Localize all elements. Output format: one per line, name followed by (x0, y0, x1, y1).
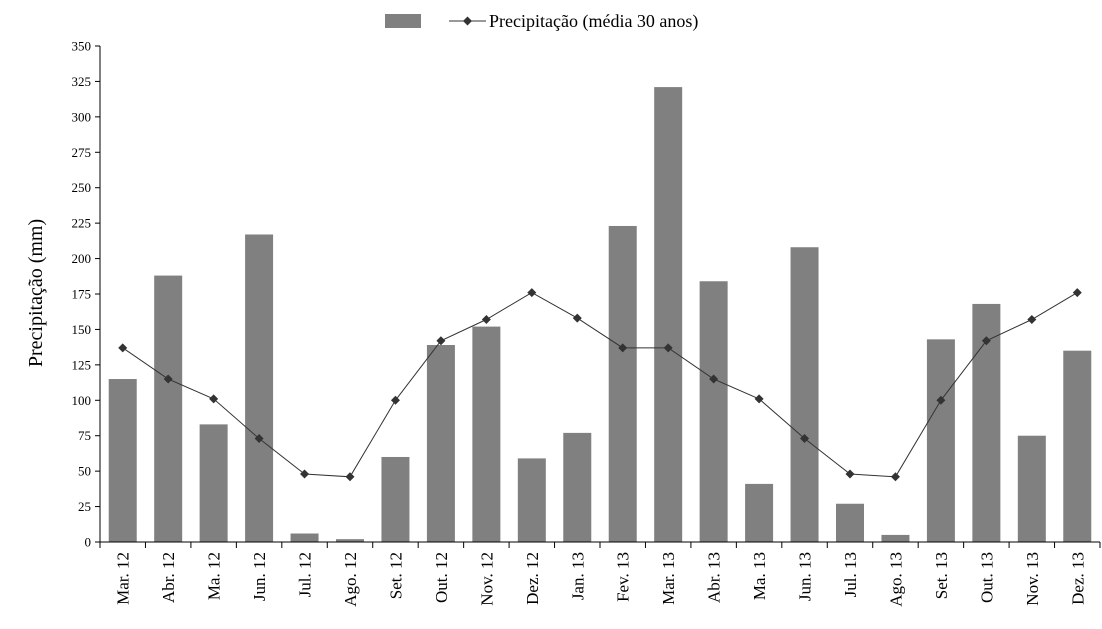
x-axis: Mar. 12 Abr. 12 Ma. 12 Jun. 12 Jul. 12 Ago. 1… (99, 541, 1101, 607)
x-tick-label: Jan. 13 (568, 552, 587, 600)
y-tick-label: 50 (78, 464, 91, 479)
x-tick-label: Dez. 13 (1068, 552, 1087, 605)
line-point (254, 434, 264, 444)
legend-label: Precipitação (média 30 anos) (489, 11, 698, 32)
y-tick-label: 325 (72, 74, 92, 89)
line-point (890, 472, 900, 482)
line-point (118, 343, 128, 353)
bar (108, 379, 137, 542)
legend-bar-swatch (385, 14, 421, 28)
y-axis-title: Precipitação (mm) (25, 219, 47, 367)
line-point (1072, 288, 1082, 298)
legend-diamond-marker (463, 16, 472, 26)
x-tick-label: Out. 12 (432, 552, 451, 603)
x-tick-label: Dez. 12 (523, 552, 542, 605)
line-point (709, 374, 719, 384)
average-line (122, 292, 1078, 478)
y-tick-label: 250 (72, 180, 92, 195)
y-tick-label: 200 (72, 251, 92, 266)
x-tick-label: Fev. 13 (614, 552, 633, 602)
y-tick-label: 25 (78, 499, 91, 514)
bar (1017, 435, 1046, 542)
y-tick-label: 150 (72, 322, 92, 337)
line-point (436, 336, 446, 346)
line-point (572, 313, 582, 323)
line-point (663, 343, 673, 353)
line-point (936, 395, 946, 405)
bar (608, 225, 637, 542)
x-tick-label: Ago. 13 (886, 552, 905, 607)
x-tick-label: Nov. 12 (477, 552, 496, 606)
x-tick-label: Ma. 13 (750, 552, 769, 600)
line-point (300, 469, 310, 479)
x-tick-label: Ma. 12 (205, 552, 224, 600)
bar (472, 326, 501, 542)
x-tick-label: Jun. 12 (250, 552, 269, 601)
y-axis: 0 25 50 75 100 125 150 175 200 225 250 275 300 325 350 (72, 39, 101, 550)
line-point (754, 394, 764, 404)
y-tick-label: 175 (72, 287, 92, 302)
line-point (800, 434, 810, 444)
bar (836, 503, 864, 542)
line-point (981, 336, 991, 346)
x-tick-label: Mar. 12 (114, 552, 133, 605)
x-tick-label: Nov. 13 (1023, 552, 1042, 606)
y-tick-label: 75 (78, 428, 91, 443)
x-tick-label: Set. 12 (386, 552, 405, 599)
x-tick-label: Mar. 13 (659, 552, 678, 605)
x-tick-label: Set. 13 (932, 552, 951, 599)
bar (1063, 350, 1092, 542)
bar (881, 534, 910, 542)
y-tick-label: 300 (72, 109, 92, 124)
y-tick-label: 125 (72, 357, 92, 372)
bar (654, 87, 683, 543)
bar (199, 424, 228, 542)
x-tick-label: Jul. 12 (296, 552, 315, 597)
bar (790, 247, 819, 542)
bar (563, 432, 592, 542)
y-tick-label: 275 (72, 145, 92, 160)
line-point (845, 469, 855, 479)
bar (381, 456, 410, 542)
x-tick-label: Ago. 12 (341, 552, 360, 607)
x-tick-label: Jul. 13 (841, 552, 860, 597)
bar (290, 533, 319, 542)
y-tick-label: 100 (72, 393, 92, 408)
line-point (390, 395, 400, 405)
line-point (209, 394, 219, 404)
line-point (481, 315, 491, 325)
bar (699, 281, 728, 542)
line-point (163, 374, 173, 384)
bar (245, 234, 274, 543)
line-point (1027, 315, 1037, 325)
bar (745, 483, 774, 542)
bar (336, 539, 364, 542)
bar-series (108, 87, 1092, 543)
y-tick-label: 0 (85, 535, 92, 550)
legend: Precipitação (média 30 anos) (385, 11, 698, 32)
line-point (527, 288, 537, 298)
x-tick-label: Abr. 13 (705, 552, 724, 603)
y-tick-label: 350 (72, 39, 92, 54)
x-tick-label: Abr. 12 (159, 552, 178, 603)
bar (154, 275, 183, 542)
line-point (345, 472, 355, 482)
bar (926, 339, 955, 542)
y-tick-label: 225 (72, 216, 92, 231)
bar (517, 458, 546, 542)
x-tick-label: Jun. 13 (796, 552, 815, 601)
line-point (618, 343, 628, 353)
x-tick-label: Out. 13 (977, 552, 996, 603)
line-series (118, 288, 1082, 482)
bar (426, 345, 455, 542)
